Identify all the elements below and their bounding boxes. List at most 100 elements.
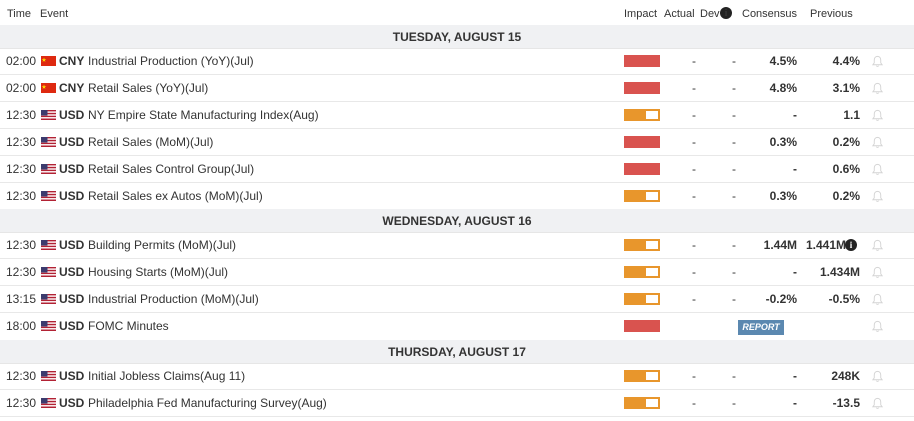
us-flag-icon bbox=[41, 267, 56, 277]
bell-icon[interactable] bbox=[871, 239, 884, 252]
impact-medium-bar bbox=[624, 190, 660, 202]
event-currency: CNY bbox=[59, 81, 85, 95]
event-actual: - bbox=[692, 292, 696, 306]
event-currency: USD bbox=[59, 238, 85, 252]
bell-icon[interactable] bbox=[871, 136, 884, 149]
bell-icon[interactable] bbox=[871, 370, 884, 383]
event-row[interactable]: 12:30 USD NY Empire State Manufacturing … bbox=[0, 102, 914, 129]
header-consensus[interactable]: Consensus bbox=[742, 8, 798, 20]
event-previous: 1.1 bbox=[843, 108, 860, 122]
day-header: WEDNESDAY, AUGUST 16 bbox=[0, 209, 914, 233]
impact-high-bar bbox=[624, 55, 660, 67]
event-previous: -13.5 bbox=[832, 396, 860, 410]
event-name[interactable]: Retail Sales (YoY)(Jul) bbox=[88, 81, 209, 95]
impact-high-bar bbox=[624, 82, 660, 94]
event-name[interactable]: Retail Sales Control Group(Jul) bbox=[88, 162, 255, 176]
event-time: 13:15 bbox=[6, 292, 37, 306]
event-currency: USD bbox=[59, 162, 85, 176]
event-name[interactable]: Building Permits (MoM)(Jul) bbox=[88, 238, 237, 252]
header-previous[interactable]: Previous bbox=[810, 8, 853, 20]
event-name[interactable]: FOMC Minutes bbox=[88, 319, 169, 333]
event-previous: 0.6% bbox=[832, 162, 860, 176]
us-flag-icon bbox=[41, 164, 56, 174]
header-time[interactable]: Time bbox=[7, 8, 32, 20]
event-consensus: - bbox=[793, 369, 797, 383]
event-row[interactable]: 12:30 USD Housing Starts (MoM)(Jul) - - … bbox=[0, 259, 914, 286]
event-time: 12:30 bbox=[6, 369, 37, 383]
event-name[interactable]: Retail Sales (MoM)(Jul) bbox=[88, 135, 214, 149]
event-name[interactable]: Industrial Production (MoM)(Jul) bbox=[88, 292, 259, 306]
header-event[interactable]: Event bbox=[40, 8, 69, 20]
event-row[interactable]: 02:00 CNY Industrial Production (YoY)(Ju… bbox=[0, 48, 914, 75]
us-flag-icon bbox=[41, 110, 56, 120]
event-row[interactable]: 13:15 USD Industrial Production (MoM)(Ju… bbox=[0, 286, 914, 313]
report-button[interactable]: REPORT bbox=[738, 320, 784, 335]
event-deviation: - bbox=[732, 369, 736, 383]
us-flag-icon bbox=[41, 371, 56, 381]
event-row[interactable]: 02:00 CNY Retail Sales (YoY)(Jul) - - 4.… bbox=[0, 75, 914, 102]
event-previous: -0.5% bbox=[828, 292, 860, 306]
event-currency: CNY bbox=[59, 54, 85, 68]
event-previous: 1.434M bbox=[819, 265, 860, 279]
day-header: THURSDAY, AUGUST 17 bbox=[0, 340, 914, 364]
header-actual[interactable]: Actual bbox=[664, 8, 695, 20]
event-currency: USD bbox=[59, 108, 85, 122]
event-row[interactable]: 12:30 USD Retail Sales (MoM)(Jul) - - 0.… bbox=[0, 129, 914, 156]
event-previous: 1.441M bbox=[805, 238, 846, 252]
event-deviation: - bbox=[732, 81, 736, 95]
event-name[interactable]: Philadelphia Fed Manufacturing Survey(Au… bbox=[88, 396, 327, 410]
event-name[interactable]: Housing Starts (MoM)(Jul) bbox=[88, 265, 229, 279]
event-time: 12:30 bbox=[6, 189, 37, 203]
event-row[interactable]: 12:30 USD Retail Sales Control Group(Jul… bbox=[0, 156, 914, 183]
bell-icon[interactable] bbox=[871, 109, 884, 122]
event-currency: USD bbox=[59, 292, 85, 306]
event-previous: 4.4% bbox=[832, 54, 860, 68]
event-name[interactable]: Initial Jobless Claims(Aug 11) bbox=[88, 369, 246, 383]
event-time: 12:30 bbox=[6, 162, 37, 176]
impact-medium-bar bbox=[624, 266, 660, 278]
revision-info-icon[interactable]: i bbox=[845, 239, 857, 251]
bell-icon[interactable] bbox=[871, 82, 884, 95]
impact-medium-bar bbox=[624, 239, 660, 251]
event-deviation: - bbox=[732, 238, 736, 252]
event-name[interactable]: Industrial Production (YoY)(Jul) bbox=[88, 54, 254, 68]
event-consensus: - bbox=[793, 162, 797, 176]
us-flag-icon bbox=[41, 240, 56, 250]
header-dev[interactable]: Dev bbox=[700, 8, 720, 20]
impact-medium-bar bbox=[624, 397, 660, 409]
event-consensus: 0.3% bbox=[769, 135, 797, 149]
us-flag-icon bbox=[41, 398, 56, 408]
event-deviation: - bbox=[732, 108, 736, 122]
event-currency: USD bbox=[59, 189, 85, 203]
dev-info-icon[interactable]: i bbox=[720, 7, 732, 19]
event-consensus: 4.5% bbox=[769, 54, 797, 68]
bell-icon[interactable] bbox=[871, 293, 884, 306]
header-impact[interactable]: Impact bbox=[624, 8, 658, 20]
bell-icon[interactable] bbox=[871, 397, 884, 410]
event-name[interactable]: Retail Sales ex Autos (MoM)(Jul) bbox=[88, 189, 263, 203]
us-flag-icon bbox=[41, 321, 56, 331]
bell-icon[interactable] bbox=[871, 320, 884, 333]
event-row[interactable]: 12:30 USD Retail Sales ex Autos (MoM)(Ju… bbox=[0, 183, 914, 210]
event-deviation: - bbox=[732, 135, 736, 149]
event-row[interactable]: 18:00 USD FOMC Minutes REPORT bbox=[0, 313, 914, 341]
event-deviation: - bbox=[732, 54, 736, 68]
event-actual: - bbox=[692, 396, 696, 410]
event-row[interactable]: 12:30 USD Initial Jobless Claims(Aug 11)… bbox=[0, 363, 914, 390]
event-row[interactable]: 12:30 USD Philadelphia Fed Manufacturing… bbox=[0, 390, 914, 417]
event-name[interactable]: NY Empire State Manufacturing Index(Aug) bbox=[88, 108, 319, 122]
event-deviation: - bbox=[732, 396, 736, 410]
bell-icon[interactable] bbox=[871, 163, 884, 176]
event-consensus: -0.2% bbox=[765, 292, 797, 306]
event-currency: USD bbox=[59, 396, 85, 410]
event-time: 02:00 bbox=[6, 54, 37, 68]
event-currency: USD bbox=[59, 369, 85, 383]
event-row[interactable]: 12:30 USD Building Permits (MoM)(Jul) - … bbox=[0, 232, 914, 259]
event-deviation: - bbox=[732, 162, 736, 176]
event-actual: - bbox=[692, 135, 696, 149]
impact-high-bar bbox=[624, 136, 660, 148]
bell-icon[interactable] bbox=[871, 266, 884, 279]
bell-icon[interactable] bbox=[871, 190, 884, 203]
event-actual: - bbox=[692, 81, 696, 95]
bell-icon[interactable] bbox=[871, 55, 884, 68]
